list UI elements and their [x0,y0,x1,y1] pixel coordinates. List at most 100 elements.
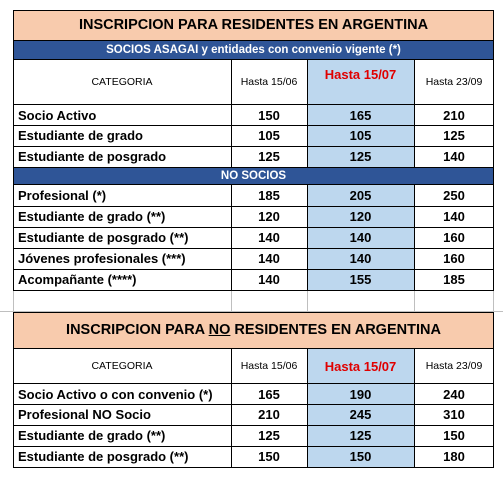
table-cell: 180 [443,449,465,464]
border [13,146,494,147]
border [307,348,308,468]
table-cell: 120 [258,209,280,224]
table1-header-col2-bg: Hasta 15/07 [307,59,414,104]
table1-header-col3: Hasta 23/09 [425,75,483,88]
border [493,10,494,291]
gridline [493,291,494,311]
border [13,312,494,313]
table2-title: INSCRIPCION PARA NO RESIDENTES EN ARGENT… [13,312,494,348]
table-cell: 245 [307,404,414,425]
border [13,446,494,447]
table2-header-col2: Hasta 15/07 [324,358,397,374]
border [13,40,494,41]
border [13,10,14,291]
table1-header-col1: Hasta 15/06 [240,75,298,88]
table2-header-categoria: CATEGORIA [91,360,153,372]
border [13,467,494,468]
table-row-label: Estudiante de grado [18,128,143,143]
table-cell: 160 [443,251,465,266]
table-cell: 140 [258,251,280,266]
table-cell: 120 [307,206,414,227]
table-cell: 105 [307,125,414,146]
gridline [307,291,308,311]
border [13,425,494,426]
border [307,184,308,291]
table-cell: 150 [258,107,280,123]
border [13,348,494,349]
table-row-label: Profesional NO Socio [18,407,151,422]
table-cell: 105 [258,128,280,143]
table1-header-categoria: CATEGORIA [91,75,153,88]
table-cell: 140 [258,230,280,245]
table-cell: 155 [307,269,414,290]
table-row-label: Estudiante de grado (**) [18,209,166,224]
border [231,184,232,291]
table-cell: 125 [307,146,414,167]
border [13,206,494,207]
table-cell: 160 [443,230,465,245]
table2-header-col1: Hasta 15/06 [240,360,298,372]
table-cell: 150 [258,449,280,464]
table-cell: 140 [258,272,280,287]
table-row-label: Socio Activo o con convenio (*) [18,386,213,402]
table-cell: 185 [443,272,465,287]
border [13,269,494,270]
table-row-label: Jóvenes profesionales (***) [18,251,186,266]
table-cell: 310 [443,407,465,422]
gridline [0,311,503,312]
table-cell: 150 [443,428,465,443]
table-cell: 165 [307,105,414,125]
border [13,290,494,291]
table-cell: 125 [258,428,280,443]
table-cell: 150 [307,446,414,467]
table2-title-underlined: NO [208,322,231,338]
border [13,248,494,249]
border [13,404,494,405]
table-cell: 210 [443,107,465,123]
table-cell: 190 [307,384,414,404]
border [13,312,14,468]
border [13,104,494,105]
border [13,383,494,384]
border [307,59,308,167]
border [231,348,232,468]
table-row-label: Socio Activo [18,107,97,123]
border [13,184,494,185]
table-cell: 125 [258,149,280,164]
table-row-label: Estudiante de posgrado (**) [18,449,189,464]
gridline [13,291,14,311]
border [414,348,415,468]
table-cell: 125 [307,425,414,446]
table-row-label: Estudiante de posgrado (**) [18,230,189,245]
table1-section-socios: SOCIOS ASAGAI y entidades con convenio v… [13,40,494,59]
table-cell: 140 [307,248,414,269]
table-cell: 140 [443,209,465,224]
table-cell: 250 [443,187,465,203]
border [414,184,415,291]
table-cell: 165 [258,386,280,402]
table1-title: INSCRIPCION PARA RESIDENTES EN ARGENTINA [13,10,494,40]
table1-header-col2: Hasta 15/07 [324,67,397,82]
table-cell: 140 [443,149,465,164]
table-cell: 125 [443,128,465,143]
border [493,312,494,468]
table-row-label: Estudiante de posgrado [18,149,167,164]
table2-title-post: RESIDENTES EN ARGENTINA [230,322,441,338]
border [231,59,232,167]
table-cell: 210 [258,407,280,422]
border [13,227,494,228]
table-row-label: Profesional (*) [18,187,107,203]
table2-header-col2-bg: Hasta 15/07 [307,348,414,384]
border [13,10,494,11]
table-cell: 185 [258,187,280,203]
table2-header-col3: Hasta 23/09 [425,360,483,372]
border [13,125,494,126]
border [13,59,494,60]
gridline [231,291,232,311]
gridline [414,291,415,311]
table-row-label: Estudiante de grado (**) [18,428,166,443]
table-row-label: Acompañante (****) [18,272,137,287]
table-cell: 205 [307,184,414,206]
table1-section-no-socios: NO SOCIOS [13,167,494,184]
